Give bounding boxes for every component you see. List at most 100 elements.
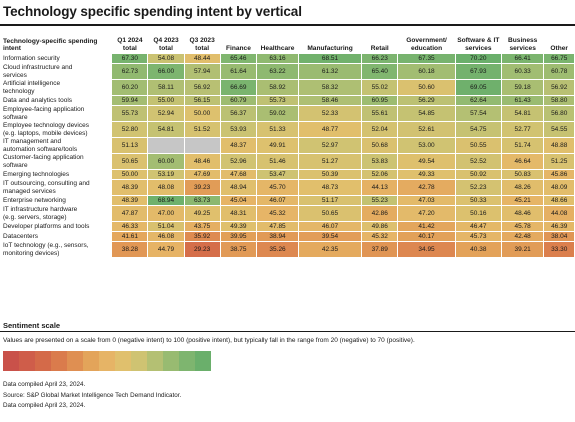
heatmap-cell: 42.78 — [397, 179, 456, 196]
heatmap-cell: 33.30 — [543, 241, 575, 258]
row-label-line: IT management and — [3, 138, 62, 146]
scale-swatch — [3, 351, 19, 371]
column-header: Government/ education — [406, 37, 447, 52]
column-header: Other — [550, 44, 568, 52]
heatmap-cell: 56.29 — [397, 95, 456, 106]
heatmap-cell: 60.00 — [147, 153, 185, 170]
heatmap-row: Artificial intelligence technology 60.20 58… — [1, 79, 575, 96]
scale-swatch — [147, 351, 163, 371]
heatmap-cell: 52.77 — [500, 121, 545, 138]
row-label: Developer platforms and tools — [1, 221, 112, 232]
heatmap-cell: 50.68 — [361, 137, 399, 154]
heatmap-cell: 48.46 — [183, 153, 221, 170]
heatmap-cell: 45.73 — [454, 231, 502, 242]
scale-swatch — [35, 351, 51, 371]
heatmap-row: Employee-facing application software 55.73… — [1, 105, 575, 122]
heatmap-cell: 58.11 — [147, 79, 185, 96]
row-label: Emerging technologies — [1, 169, 112, 180]
heatmap-cell: 48.09 — [543, 179, 575, 196]
heatmap-cell: 47.00 — [147, 205, 185, 222]
row-label-line: software — [3, 113, 28, 121]
title-divider — [0, 24, 575, 26]
heatmap-cell: 60.18 — [397, 63, 456, 80]
scale-swatch — [179, 351, 195, 371]
heatmap-cell: 67.35 — [397, 53, 456, 64]
row-label: IoT technology (e.g., sensors, monitoring… — [1, 241, 112, 258]
footnote-2: Data compiled April 23, 2024. — [3, 402, 86, 409]
heatmap-cell: 57.54 — [454, 105, 502, 122]
heatmap-cell: 42.48 — [500, 231, 545, 242]
row-label: Datacenters — [1, 231, 112, 242]
heatmap-cell: 70.20 — [454, 53, 502, 64]
scale-swatch — [163, 351, 179, 371]
row-label-line: automation software/tools — [3, 145, 78, 153]
heatmap-cell: 60.20 — [111, 79, 149, 96]
heatmap-cell: 60.95 — [361, 95, 399, 106]
heatmap-cell: 58.80 — [543, 95, 575, 106]
heatmap-cell: 51.46 — [256, 153, 299, 170]
row-label-line: IT infrastructure hardware — [3, 206, 78, 214]
heatmap-cell: 65.40 — [361, 63, 399, 80]
heatmap-cell: 44.13 — [361, 179, 399, 196]
heatmap-cell: 42.35 — [297, 241, 363, 258]
row-label: Employee technology devices (e.g. laptops… — [1, 121, 112, 138]
heatmap-cell: 45.32 — [361, 231, 399, 242]
scale-swatch — [51, 351, 67, 371]
heatmap-table: Technology-specific spending intent Q1 2… — [1, 32, 575, 258]
heatmap-cell: 45.78 — [500, 221, 545, 232]
heatmap-row: IoT technology (e.g., sensors, monitoring… — [1, 241, 575, 258]
heatmap-row: IT infrastructure hardware (e.g. servers,… — [1, 205, 575, 222]
scale-swatch — [131, 351, 147, 371]
row-label-line: Customer-facing application — [3, 154, 84, 162]
scale-swatch — [19, 351, 35, 371]
heatmap-cell: 38.75 — [219, 241, 258, 258]
heatmap-cell: 50.65 — [297, 205, 363, 222]
heatmap-cell: 43.75 — [183, 221, 221, 232]
heatmap-cell: 67.30 — [111, 53, 149, 64]
heatmap-cell: 45.70 — [256, 179, 299, 196]
heatmap-cell: 66.41 — [500, 53, 545, 64]
heatmap-cell: 49.25 — [183, 205, 221, 222]
heatmap-cell: 48.37 — [219, 137, 258, 154]
row-label-line: IoT technology (e.g., sensors, — [3, 242, 89, 250]
row-label: Cloud infrastructure and services — [1, 63, 112, 80]
heatmap-cell: 39.54 — [297, 231, 363, 242]
heatmap-cell: 66.69 — [219, 79, 258, 96]
heatmap-cell: 68.51 — [297, 53, 363, 64]
heatmap-row: Enterprise networking 48.39 68.94 63.73 45.0… — [1, 195, 575, 206]
heatmap-cell: 56.92 — [543, 79, 575, 96]
heatmap-cell: 49.39 — [219, 221, 258, 232]
row-label-line: (e.g. servers, storage) — [3, 213, 67, 221]
heatmap-cell: 50.60 — [397, 79, 456, 96]
heatmap-cell: 48.39 — [111, 179, 149, 196]
heatmap-cell: 49.91 — [256, 137, 299, 154]
footnote-1: Data compiled April 23, 2024. — [3, 381, 86, 388]
row-label-line: Data and analytics tools — [3, 96, 73, 104]
heatmap-cell: 39.21 — [500, 241, 545, 258]
column-header: Q3 2023 total — [189, 37, 215, 52]
column-header: Q1 2024 total — [117, 37, 143, 52]
heatmap-cell: 52.06 — [361, 169, 399, 180]
heatmap-cell — [183, 137, 221, 154]
heatmap-cell: 55.73 — [111, 105, 149, 122]
heatmap-cell: 56.15 — [183, 95, 221, 106]
heatmap-cell: 41.61 — [111, 231, 149, 242]
heatmap-cell: 51.25 — [543, 153, 575, 170]
row-label-line: technology — [3, 87, 35, 95]
scale-swatch — [83, 351, 99, 371]
heatmap-cell: 48.31 — [219, 205, 258, 222]
heatmap-cell: 51.52 — [183, 121, 221, 138]
heatmap-cell: 66.23 — [361, 53, 399, 64]
heatmap-cell: 49.33 — [397, 169, 456, 180]
heatmap-cell: 47.87 — [111, 205, 149, 222]
heatmap-cell: 60.78 — [543, 63, 575, 80]
heatmap-cell: 51.74 — [500, 137, 545, 154]
heatmap-cell: 48.77 — [297, 121, 363, 138]
row-label-line: (e.g. laptops, mobile devices) — [3, 129, 88, 137]
row-label-line: services — [3, 71, 27, 79]
heatmap-cell: 46.07 — [256, 195, 299, 206]
heatmap-row: Information security 67.30 54.08 48.44 65.46… — [1, 53, 575, 64]
sentiment-scale-description: Values are presented on a scale from 0 (… — [3, 337, 415, 344]
heatmap-cell: 60.79 — [219, 95, 258, 106]
column-header: Healthcare — [260, 44, 295, 52]
